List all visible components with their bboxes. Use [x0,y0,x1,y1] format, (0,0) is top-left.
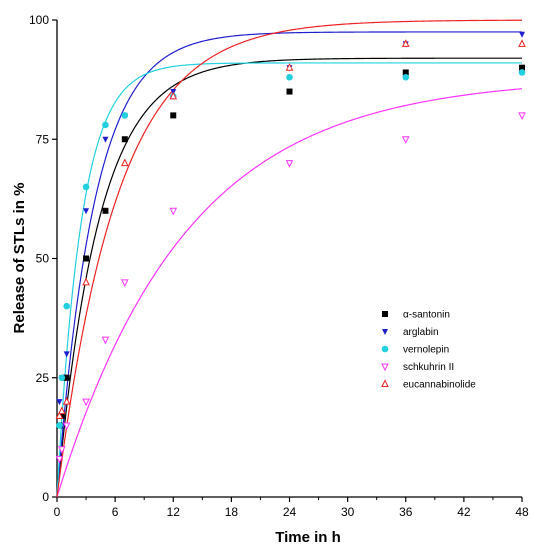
data-point [285,160,294,168]
y-tick-label: 0 [42,490,49,504]
data-point [169,207,178,216]
y-tick-label: 100 [29,13,49,27]
legend-marker [381,345,389,353]
data-point [402,69,409,76]
data-point [62,396,71,405]
data-point [102,121,109,129]
data-point [55,411,64,419]
fit-curve [56,19,523,498]
legend-marker [381,379,389,387]
y-tick-label: 50 [36,252,50,266]
data-point [62,422,71,431]
data-point [285,63,294,71]
data-point [63,351,70,358]
x-tick-label: 30 [341,505,355,519]
data-point [401,136,410,144]
x-tick-label: 42 [457,505,471,519]
x-tick-label: 0 [54,505,61,519]
data-point [121,279,129,287]
data-point [101,336,110,345]
y-tick-label: 75 [36,132,50,146]
legend-marker [382,311,388,317]
x-tick-label: 24 [283,505,297,519]
data-point [83,208,90,215]
fit-curve [56,31,522,498]
data-point [121,112,129,119]
fit-curve [56,88,523,498]
data-point [102,136,109,143]
data-point [170,112,177,119]
legend: α-santonin arglabin vernolepin schkuhrin II… [381,310,476,391]
data-point [519,31,525,38]
data-markers [55,31,526,464]
data-point [56,399,63,406]
data-point [63,374,70,381]
data-point [518,69,526,76]
axes: 0 6 12 18 24 30 36 42 48 0 25 50 75 100 [29,13,529,519]
x-tick-label: 6 [112,505,119,519]
data-point [518,112,526,121]
legend-label: vernolepin [403,345,449,356]
x-axis-title: Time in h [275,529,341,546]
y-tick-label: 25 [36,371,50,385]
fit-curve [56,57,522,498]
data-point [102,207,109,214]
legend-marker [382,329,388,335]
data-point [83,255,90,262]
data-point [82,183,90,191]
y-axis-title: Release of STLs in % [11,183,28,334]
legend-label: schkuhrin II [403,362,454,373]
data-point [121,158,129,167]
x-tick-label: 36 [399,505,413,519]
data-point [58,412,65,419]
data-point [58,374,66,382]
legend-label: arglabin [403,327,439,338]
legend-label: α-santonin [403,310,450,321]
data-point [169,91,178,100]
data-point [58,406,66,415]
x-tick-label: 12 [167,505,181,519]
x-tick-label: 48 [515,505,529,519]
data-point [401,39,410,47]
legend-marker [381,363,389,372]
data-point [121,136,128,143]
data-point [82,277,90,286]
legend-label: eucannabinolide [403,380,476,391]
data-point [286,88,293,95]
data-point [402,73,410,81]
data-point [58,446,66,454]
data-point [56,422,63,429]
data-point [63,302,70,310]
data-point [519,64,525,71]
data-point [518,39,526,47]
data-point [55,455,64,464]
data-point [286,73,293,81]
data-point [82,398,90,407]
x-tick-label: 18 [225,505,239,519]
